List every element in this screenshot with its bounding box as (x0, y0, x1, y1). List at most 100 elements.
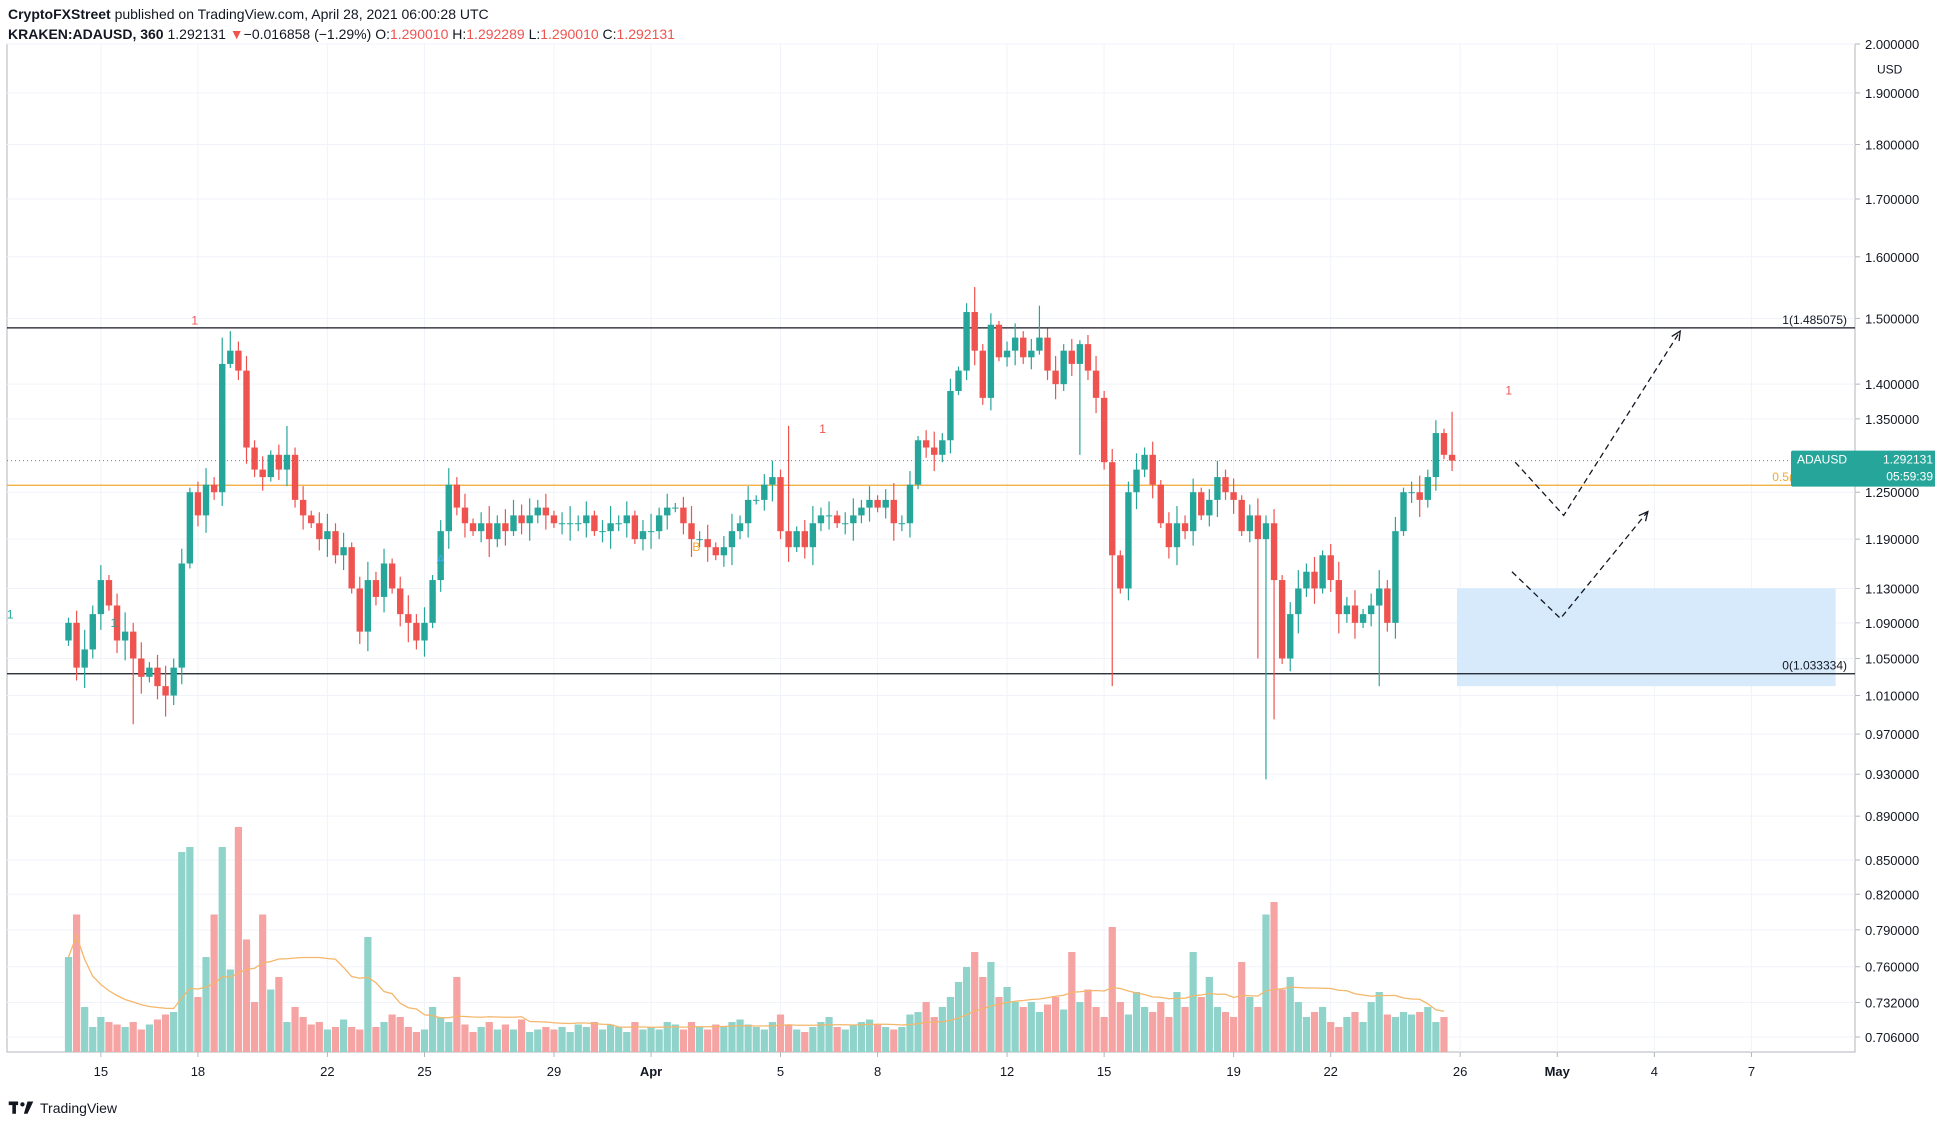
volume-bar (801, 1032, 809, 1052)
candle-body (680, 507, 687, 524)
candle-body (639, 531, 647, 540)
volume-bar (428, 1007, 437, 1052)
candle-body (922, 440, 930, 448)
price-change: −0.016858 (−1.29%) (243, 26, 372, 42)
volume-bar (356, 1029, 364, 1052)
volume-bar (388, 1014, 396, 1052)
candle-body (105, 580, 113, 606)
volume-bar (793, 1029, 801, 1052)
x-tick-label: 29 (547, 1064, 561, 1079)
candle-body (1100, 397, 1108, 463)
candle-body (566, 523, 574, 525)
arrow-head (1638, 510, 1649, 522)
open-value: 1.290010 (389, 26, 449, 42)
candle-body (744, 499, 752, 524)
author-name[interactable]: CryptoFXStreet (8, 6, 111, 22)
volume-bar (873, 1024, 882, 1052)
volume-bar (752, 1027, 760, 1052)
candle-body (502, 523, 509, 532)
volume-bar (186, 847, 194, 1052)
y-tick-label: 0.790000 (1865, 923, 1919, 938)
footer-brand[interactable]: TradingView (40, 1100, 118, 1116)
volume-bar (501, 1024, 510, 1052)
volume-bar (291, 1007, 299, 1052)
volume-bar (979, 977, 987, 1052)
volume-bar (283, 1022, 291, 1052)
candle-body (793, 531, 800, 548)
candle-body (526, 515, 533, 524)
close-label: C: (602, 26, 617, 42)
volume-bar (1254, 1007, 1262, 1052)
volume-bar (323, 1029, 332, 1052)
plot-frame (6, 43, 1856, 1053)
candle-body (761, 484, 768, 500)
y-tick-label: 0.706000 (1865, 1030, 1919, 1045)
volume-bar (1424, 1007, 1432, 1052)
y-tick-label: 0.820000 (1865, 887, 1919, 902)
volume-bar (250, 1002, 259, 1052)
volume-bar (606, 1024, 615, 1052)
volume-bar (1416, 1012, 1424, 1052)
volume-bar (582, 1027, 590, 1052)
candle-body (971, 312, 978, 351)
volume-bar (97, 1017, 105, 1052)
volume-bar (841, 1029, 849, 1052)
candle-body (1003, 350, 1011, 358)
candle-body (380, 563, 388, 597)
volume-bar (906, 1014, 914, 1052)
x-tick-label: 15 (1097, 1064, 1111, 1079)
volume-bar (760, 1029, 768, 1052)
volume-bar (493, 1029, 501, 1052)
candle-body (1246, 515, 1253, 532)
volume-bar (566, 1032, 574, 1052)
volume-bar (89, 1027, 97, 1052)
volume-bar (1335, 1027, 1343, 1052)
signal-marker: 1 (1505, 383, 1512, 397)
volume-bar (485, 1022, 493, 1052)
volume-bar (898, 1027, 906, 1052)
volume-bar (1262, 914, 1270, 1052)
candle-body (1343, 605, 1351, 615)
volume-bar (639, 1029, 647, 1052)
candle-body (623, 515, 630, 524)
close-value: 1.292131 (616, 26, 675, 42)
volume-bar (1383, 1014, 1391, 1052)
volume-bar (1132, 992, 1141, 1052)
open-label: O: (375, 26, 390, 42)
candle-body (769, 477, 776, 485)
x-tick-label: 18 (191, 1064, 205, 1079)
volume-bar (1149, 1012, 1157, 1052)
volume-bar (64, 957, 73, 1052)
volume-bar (1165, 1017, 1173, 1052)
symbol-label[interactable]: KRAKEN:ADAUSD, 360 (8, 26, 164, 42)
candle-body (138, 658, 145, 677)
candle-body (1198, 492, 1205, 516)
candle-body (1214, 477, 1221, 500)
price-tag-value: 1.292131 (1883, 453, 1933, 467)
candle-body (979, 350, 986, 398)
volume-bar (194, 997, 202, 1052)
y-tick-label: 1.010000 (1865, 689, 1919, 704)
low-value: 1.290010 (540, 26, 599, 42)
volume-bar (1375, 992, 1383, 1052)
y-tick-label: 0.890000 (1865, 809, 1919, 824)
candle-body (1084, 344, 1092, 371)
x-tick-label: 26 (1453, 1064, 1467, 1079)
volume-bar (331, 1027, 340, 1052)
candle-body (534, 507, 541, 516)
candle-body (583, 515, 590, 524)
candle-body (672, 507, 679, 509)
volume-bar (655, 1029, 663, 1052)
candle-body (1068, 350, 1075, 364)
candle-body (275, 454, 283, 470)
volume-bar (849, 1024, 857, 1052)
volume-bar (1027, 1002, 1035, 1052)
volume-bar (784, 1024, 793, 1052)
candle-body (1157, 484, 1164, 524)
candle-body (130, 631, 137, 659)
volume-bar (663, 1022, 671, 1052)
y-tick-label: 0.732000 (1865, 996, 1919, 1011)
candle-body (170, 667, 177, 696)
candle-body (1020, 337, 1027, 358)
